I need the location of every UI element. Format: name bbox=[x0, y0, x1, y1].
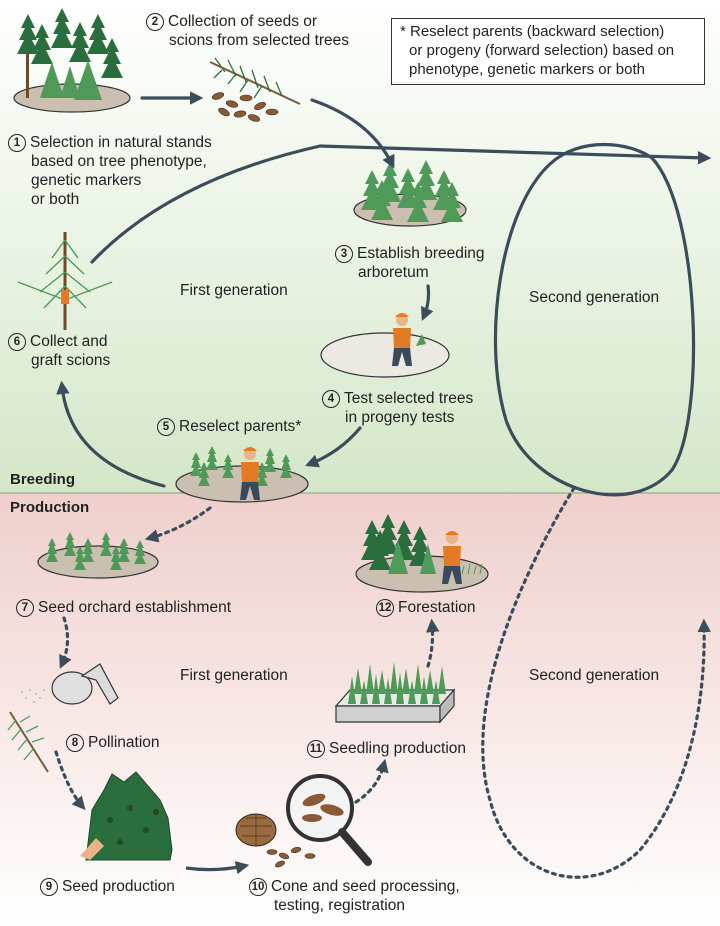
arrow-7-to-8 bbox=[59, 616, 72, 669]
production-section-label: Production bbox=[10, 499, 90, 516]
pollinator-icon bbox=[7, 663, 119, 773]
second-generation-production-loop bbox=[481, 486, 711, 879]
arrow-11-to-12 bbox=[426, 618, 440, 668]
arrow-9-to-10 bbox=[185, 861, 250, 875]
magnifier-icon bbox=[286, 774, 372, 866]
step-number: 3 bbox=[335, 245, 353, 263]
arrow-4-to-5 bbox=[305, 426, 362, 468]
arrow-6-to-next bbox=[90, 144, 712, 264]
step-number: 6 bbox=[8, 333, 26, 351]
step-9-label: 9 Seed production bbox=[40, 877, 175, 896]
step-12-label: 12 Forestation bbox=[376, 598, 476, 617]
step-2-label: 2 Collection of seeds or scions from sele… bbox=[146, 12, 349, 50]
step-number: 4 bbox=[322, 390, 340, 408]
step-1-label: 1 Selection in natural stands based on tr… bbox=[8, 133, 212, 209]
production-first-generation: First generation bbox=[180, 667, 288, 684]
step-6-label: 6 Collect and graft scions bbox=[8, 332, 110, 370]
seed-icon bbox=[211, 92, 279, 122]
step-3-label: 3 Establish breeding arboretum bbox=[335, 244, 485, 282]
second-generation-loop bbox=[493, 143, 696, 497]
arrow-8-to-9 bbox=[54, 750, 86, 811]
breeding-second-generation: Second generation bbox=[529, 289, 660, 306]
step-7-label: 7 Seed orchard establishment bbox=[16, 598, 231, 617]
worker-icon bbox=[320, 313, 450, 378]
shrub-icon bbox=[80, 771, 173, 861]
arrow-2-to-3 bbox=[310, 98, 395, 169]
arrow-5-to-7 bbox=[144, 506, 212, 543]
step-5-label: 5 Reselect parents* bbox=[157, 417, 301, 436]
step-number: 5 bbox=[157, 418, 175, 436]
pine-cone-icon bbox=[235, 813, 316, 868]
step-number: 1 bbox=[8, 134, 26, 152]
pine-branch-icon bbox=[209, 57, 301, 105]
graft-icon bbox=[17, 232, 113, 330]
arrow-5-to-6 bbox=[56, 380, 166, 488]
step-number: 11 bbox=[307, 740, 325, 758]
step-number: 8 bbox=[66, 734, 84, 752]
step-8-label: 8 Pollination bbox=[66, 733, 160, 752]
note-line: or progeny (forward selection) based on bbox=[409, 42, 675, 59]
step-10-label: 10 Cone and seed processing, testing, reg… bbox=[249, 877, 460, 915]
orchard-icon bbox=[37, 532, 159, 579]
seedling-tray-icon bbox=[334, 662, 456, 724]
step-4-label: 4 Test selected trees in progeny tests bbox=[322, 389, 473, 427]
arrow-3-to-4 bbox=[420, 284, 434, 321]
step-number: 9 bbox=[40, 878, 58, 896]
selection-note: * Reselect parents (backward selection) … bbox=[391, 18, 705, 85]
arrow-10-to-11 bbox=[354, 758, 389, 804]
reselect-plot-icon bbox=[175, 446, 309, 503]
breeding-first-generation: First generation bbox=[180, 282, 288, 299]
note-line: phenotype, genetic markers or both bbox=[409, 61, 645, 78]
step-number: 10 bbox=[249, 878, 267, 896]
arboretum-icon bbox=[353, 160, 467, 227]
tree-stand-icon bbox=[13, 8, 131, 113]
step-number: 7 bbox=[16, 599, 34, 617]
note-line: * Reselect parents (backward selection) bbox=[400, 23, 665, 40]
production-second-generation: Second generation bbox=[529, 667, 660, 684]
step-11-label: 11 Seedling production bbox=[307, 739, 466, 758]
forest-plot-icon bbox=[355, 514, 489, 593]
step-number: 2 bbox=[146, 13, 164, 31]
step-number: 12 bbox=[376, 599, 394, 617]
breeding-section-label: Breeding bbox=[10, 471, 76, 488]
